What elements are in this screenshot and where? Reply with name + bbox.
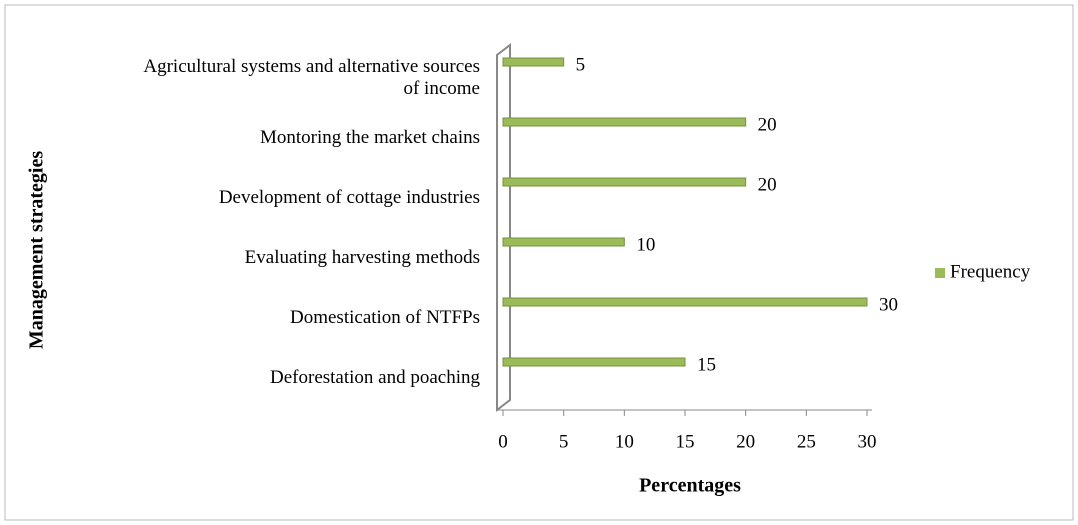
bar [502, 57, 565, 67]
legend-swatch [935, 268, 945, 278]
legend-label: Frequency [950, 261, 1031, 282]
y-tick-label: Montoring the market chains [259, 127, 480, 148]
chart-border [4, 4, 1074, 521]
data-label: 10 [636, 234, 655, 255]
y-tick-label: Domestication of NTFPs [290, 307, 480, 328]
x-axis-label: Percentages [639, 475, 741, 497]
x-tick-label: 25 [797, 431, 816, 452]
y-tick-label: Agricultural systems and alternative sou… [143, 56, 480, 99]
bar [502, 237, 625, 247]
bar [502, 297, 868, 307]
x-tick-label: 0 [498, 431, 508, 452]
data-label: 20 [758, 114, 777, 135]
data-label: 5 [576, 54, 586, 75]
bar [502, 117, 747, 127]
x-tick-label: 30 [858, 431, 877, 452]
x-tick-label: 10 [615, 431, 634, 452]
data-label: 15 [697, 354, 716, 375]
y-tick-label: Evaluating harvesting methods [244, 247, 480, 268]
data-label: 20 [758, 174, 777, 195]
y-tick-label: Development of cottage industries [218, 187, 480, 208]
x-tick-label: 5 [559, 431, 569, 452]
x-tick-label: 20 [736, 431, 755, 452]
x-tick-label: 15 [676, 431, 695, 452]
y-tick-label: Deforestation and poaching [270, 367, 480, 388]
bar [502, 357, 686, 367]
data-label: 30 [879, 294, 898, 315]
bar [502, 177, 747, 187]
axis-wall [496, 42, 511, 413]
y-axis-label: Management strategies [26, 151, 48, 349]
